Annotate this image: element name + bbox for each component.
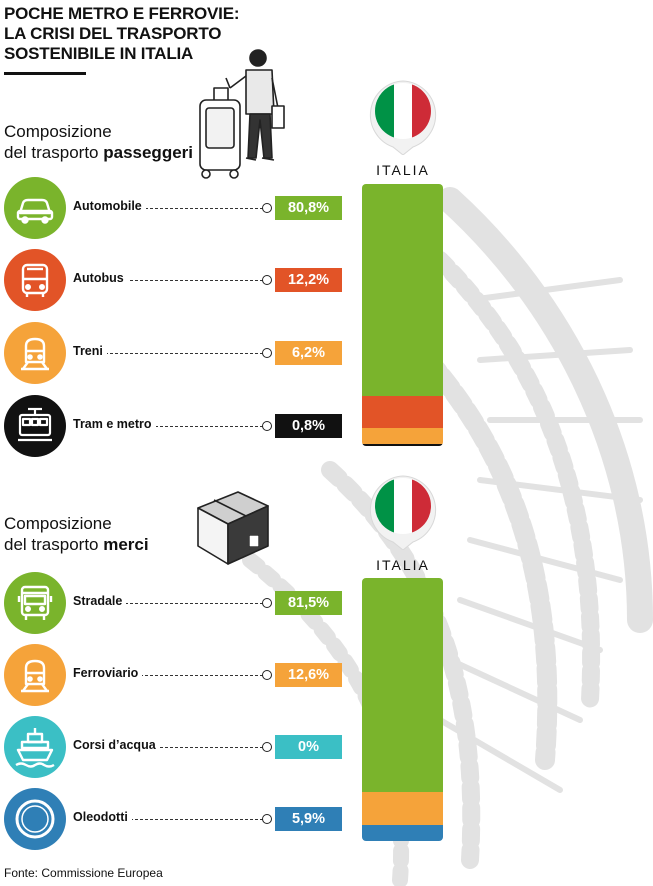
row-label: Stradale (73, 594, 127, 608)
connector-dot (262, 670, 272, 680)
passenger-row-automobile: Automobile 80,8% (4, 177, 342, 239)
connector-dot (262, 598, 272, 608)
row-label: Corsi d’acqua (73, 738, 160, 752)
title-underline (4, 72, 86, 75)
row-label: Tram e metro (73, 417, 156, 431)
country-label-passengers: ITALIA (376, 162, 430, 178)
value-badge: 6,2% (275, 341, 342, 365)
ship-icon (4, 716, 66, 778)
value-badge: 80,8% (275, 196, 342, 220)
connector-line (80, 747, 268, 748)
row-label: Automobile (73, 199, 146, 213)
row-label: Oleodotti (73, 810, 132, 824)
traveller-icon (199, 49, 285, 179)
truck-icon (4, 572, 66, 634)
title-line-1: POCHE METRO E FERROVIE: (4, 4, 240, 23)
value-badge: 0,8% (275, 414, 342, 438)
train-icon (4, 322, 66, 384)
connector-dot (262, 742, 272, 752)
bar-segment-tram-metro (362, 443, 443, 446)
row-label: Ferroviario (73, 666, 143, 680)
freight-row-stradale: Stradale 81,5% (4, 572, 342, 634)
passengers-title-line2: del trasporto passeggeri (4, 142, 193, 163)
source-note: Fonte: Commissione Europea (4, 866, 163, 880)
title-line-2: LA CRISI DEL TRASPORTO (4, 24, 222, 43)
title-line-3: SOSTENIBILE IN ITALIA (4, 44, 194, 63)
box-icon (197, 491, 269, 565)
value-badge: 12,2% (275, 268, 342, 292)
passenger-row-tram: Tram e metro 0,8% (4, 395, 342, 457)
italy-flag-freight (363, 470, 443, 551)
bar-segment-ferroviario (362, 792, 443, 826)
freight-section-title: Composizione del trasporto merci (4, 513, 149, 555)
pipeline-icon (4, 788, 66, 850)
freight-title-middle: del trasporto (4, 535, 104, 554)
connector-dot (262, 348, 272, 358)
bar-segment-stradale (362, 578, 443, 793)
value-badge: 81,5% (275, 591, 342, 615)
passengers-section-title: Composizione del trasporto passeggeri (4, 121, 193, 163)
train-icon (4, 644, 66, 706)
freight-row-corsi-acqua: Corsi d’acqua 0% (4, 716, 342, 778)
connector-line (80, 280, 268, 281)
passenger-row-autobus: Autobus 12,2% (4, 249, 342, 311)
bus-icon (4, 249, 66, 311)
bar-segment-oleodotti (362, 825, 443, 841)
connector-dot (262, 275, 272, 285)
connector-dot (262, 421, 272, 431)
freight-stacked-bar (362, 578, 443, 841)
connector-line (80, 426, 268, 427)
bar-segment-treni (362, 427, 443, 444)
connector-line (80, 603, 268, 604)
connector-line (80, 819, 268, 820)
tram-icon (4, 395, 66, 457)
value-badge: 12,6% (275, 663, 342, 687)
bar-segment-autobus (362, 395, 443, 428)
passengers-stacked-bar (362, 184, 443, 446)
connector-line (80, 208, 268, 209)
bar-segment-automobile (362, 184, 443, 396)
value-badge: 0% (275, 735, 342, 759)
row-label: Treni (73, 344, 107, 358)
page-title: POCHE METRO E FERROVIE: LA CRISI DEL TRA… (4, 4, 304, 64)
freight-title-bold: merci (103, 535, 149, 554)
passenger-row-treni: Treni 6,2% (4, 322, 342, 384)
connector-line (80, 675, 268, 676)
country-label-freight: ITALIA (376, 557, 430, 573)
connector-line (80, 353, 268, 354)
freight-title-line2: del trasporto merci (4, 534, 149, 555)
connector-dot (262, 203, 272, 213)
connector-dot (262, 814, 272, 824)
freight-title-prefix: Composizione (4, 514, 112, 533)
freight-row-oleodotti: Oleodotti 5,9% (4, 788, 342, 850)
passengers-title-middle: del trasporto (4, 143, 104, 162)
passengers-title-bold: passeggeri (103, 143, 193, 162)
italy-flag-passengers (363, 75, 443, 156)
car-icon (4, 177, 66, 239)
freight-row-ferroviario: Ferroviario 12,6% (4, 644, 342, 706)
row-label: Autobus (73, 271, 128, 285)
passengers-title-prefix: Composizione (4, 122, 112, 141)
value-badge: 5,9% (275, 807, 342, 831)
